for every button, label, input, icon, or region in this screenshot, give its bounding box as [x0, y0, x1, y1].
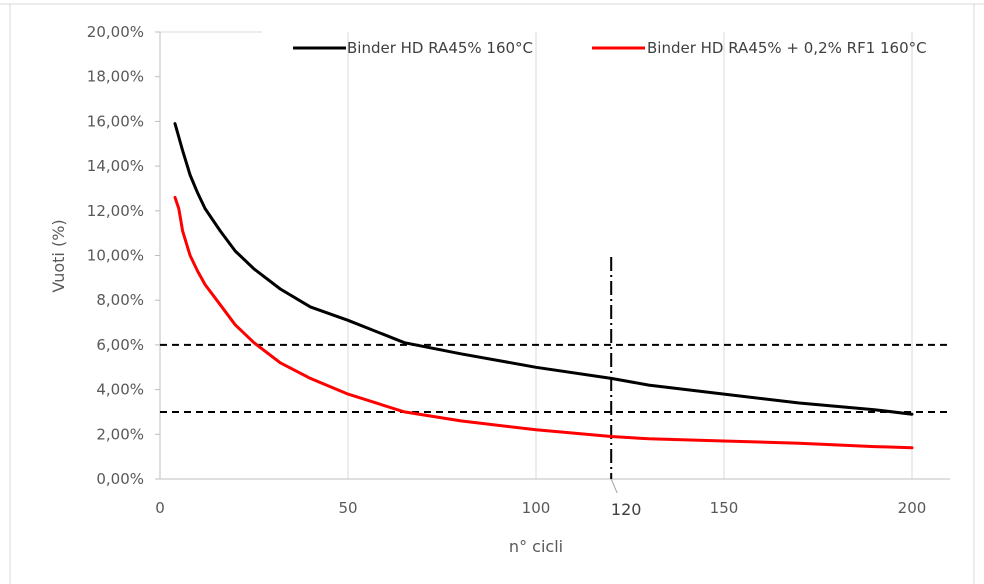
series-line-1: [173, 122, 914, 416]
y-axis-title: Vuoti (%): [49, 219, 68, 292]
x-tick-label: 0: [155, 499, 165, 517]
chart-frame: [0, 3, 984, 584]
tick-labels: 0,00% 2,00% 4,00% 6,00% 8,00% 10,00% 12,00% 14,…: [87, 23, 927, 517]
y-tick-label: 20,00%: [87, 23, 144, 41]
gridlines: [160, 31, 913, 479]
x-axis-title: n° cicli: [509, 537, 563, 556]
x-tick-label: 150: [710, 499, 739, 517]
axes: [155, 31, 950, 480]
y-tick-label: 8,00%: [96, 291, 144, 309]
y-tick-label: 16,00%: [87, 112, 144, 130]
vertical-reference-label: 120: [611, 500, 642, 519]
y-tick-label: 14,00%: [87, 157, 144, 175]
y-tick-label: 4,00%: [96, 381, 144, 399]
y-tick-label: 10,00%: [87, 247, 144, 265]
x-tick-label: 200: [898, 499, 927, 517]
vertical-reference-leader: [610, 478, 618, 494]
legend-label-2: Binder HD RA45% + 0,2% RF1 160°C: [647, 39, 927, 57]
y-tick-label: 2,00%: [96, 425, 144, 443]
x-tick-label: 50: [338, 499, 357, 517]
legend: Binder HD RA45% 160°C Binder HD RA45% + 0…: [293, 39, 927, 57]
reference-lines: 120: [160, 257, 950, 519]
y-tick-label: 0,00%: [96, 470, 144, 488]
series-line-2: [173, 195, 914, 450]
x-tick-label: 100: [522, 499, 551, 517]
y-tick-label: 6,00%: [96, 336, 144, 354]
series-group: [173, 122, 914, 450]
y-tick-label: 12,00%: [87, 202, 144, 220]
y-tick-label: 18,00%: [87, 68, 144, 86]
legend-label-1: Binder HD RA45% 160°C: [347, 39, 533, 57]
